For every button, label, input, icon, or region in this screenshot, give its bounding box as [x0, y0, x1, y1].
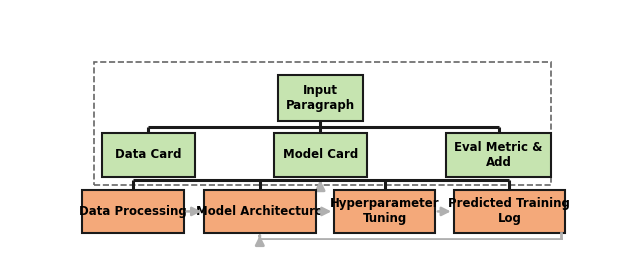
FancyBboxPatch shape: [334, 190, 435, 232]
FancyBboxPatch shape: [274, 133, 367, 177]
Text: Model Card: Model Card: [283, 148, 358, 161]
FancyBboxPatch shape: [278, 75, 363, 121]
Text: Predicted Training
Log: Predicted Training Log: [449, 197, 570, 225]
Text: Eval Metric &
Add: Eval Metric & Add: [454, 141, 543, 169]
Text: Hyperparameter
Tuning: Hyperparameter Tuning: [330, 197, 440, 225]
Text: Input
Paragraph: Input Paragraph: [285, 84, 355, 112]
Text: Data Card: Data Card: [115, 148, 182, 161]
FancyBboxPatch shape: [81, 190, 184, 232]
Text: Model Architecture: Model Architecture: [196, 205, 323, 218]
Text: Data Processing: Data Processing: [79, 205, 187, 218]
FancyBboxPatch shape: [204, 190, 316, 232]
FancyBboxPatch shape: [454, 190, 565, 232]
FancyBboxPatch shape: [446, 133, 551, 177]
FancyBboxPatch shape: [102, 133, 195, 177]
